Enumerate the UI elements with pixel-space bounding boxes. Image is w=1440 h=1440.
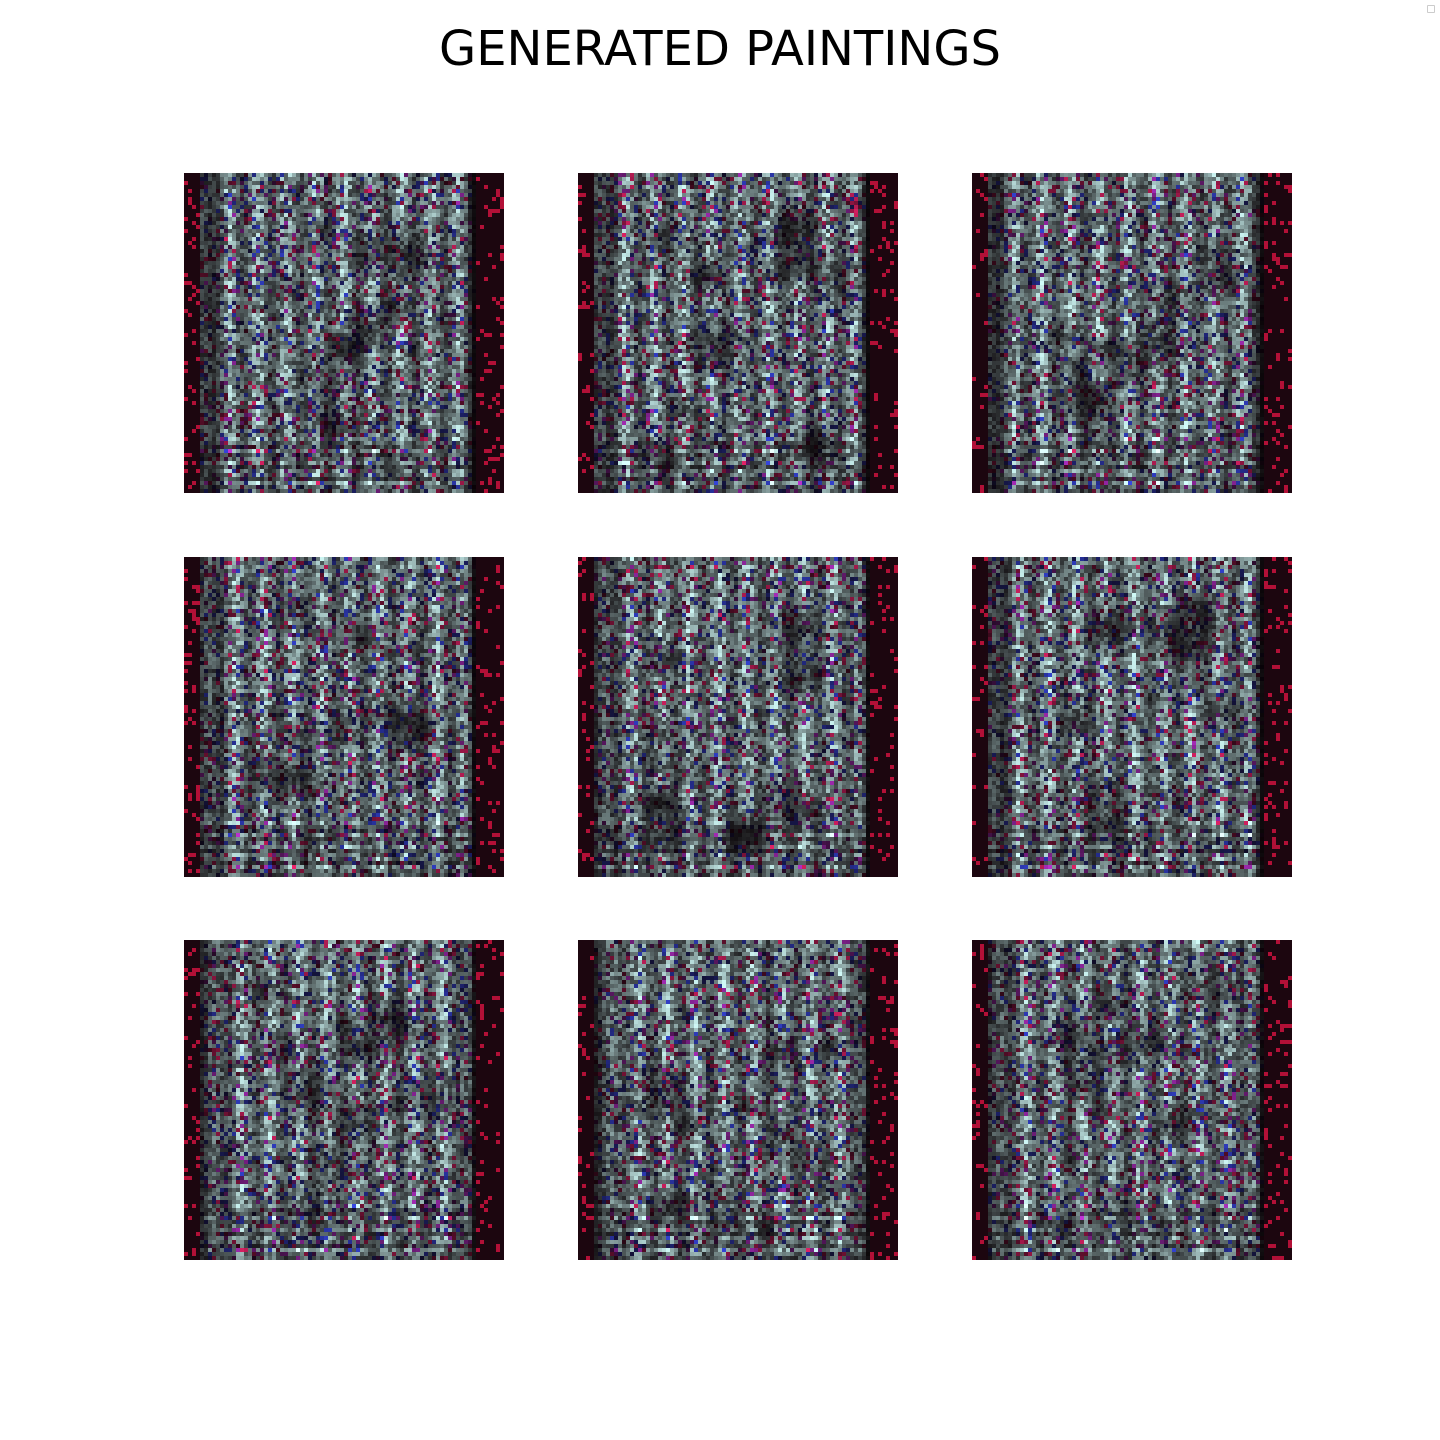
generated-painting <box>578 940 898 1260</box>
generated-painting <box>184 940 504 1260</box>
generated-painting <box>184 557 504 877</box>
generated-painting <box>184 173 504 493</box>
generated-painting <box>578 557 898 877</box>
generated-painting <box>972 557 1292 877</box>
figure-title: GENERATED PAINTINGS <box>439 21 1001 77</box>
generated-painting <box>972 173 1292 493</box>
generated-painting <box>578 173 898 493</box>
generated-painting <box>972 940 1292 1260</box>
legend-box <box>1427 5 1435 13</box>
